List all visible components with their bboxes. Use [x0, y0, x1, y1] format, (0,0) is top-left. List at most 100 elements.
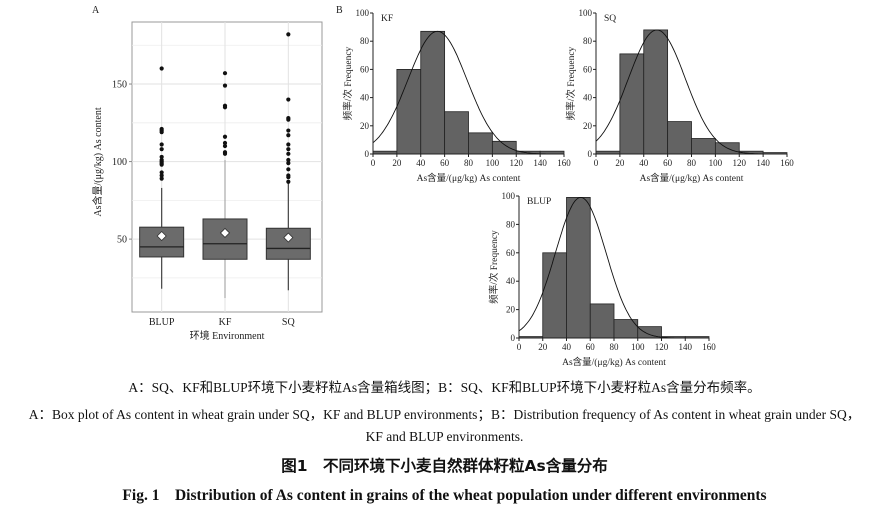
y-axis-label: 频率/次 Frequency	[488, 230, 500, 304]
y-tick-label: 100	[579, 8, 593, 18]
histogram-bar	[589, 303, 615, 339]
y-tick-label: 20	[360, 121, 370, 131]
x-tick-label: 120	[655, 342, 669, 352]
histogram-bar	[491, 140, 517, 155]
x-tick-label: 100	[709, 158, 723, 168]
caption-line-en-cont: KF and BLUP environments.	[365, 429, 524, 444]
y-tick-label: 0	[365, 149, 370, 159]
x-tick-label: 40	[416, 158, 426, 168]
y-tick-label: 20	[583, 121, 593, 131]
outlier-point	[159, 147, 164, 152]
outlier-point	[222, 83, 228, 88]
y-tick-label: 60	[583, 64, 593, 74]
box-kf	[202, 218, 248, 260]
x-tick-label: 40	[639, 158, 649, 168]
outlier-point	[159, 162, 164, 167]
x-tick-label: 20	[615, 158, 625, 168]
x-tick-label: 120	[733, 158, 747, 168]
x-tick-label: 140	[756, 158, 770, 168]
outlier-point	[159, 170, 164, 175]
outlier-point	[286, 133, 291, 138]
outlier-point	[222, 71, 228, 76]
y-tick-label: 60	[360, 64, 370, 74]
histogram-bar	[667, 121, 692, 155]
outlier-point	[159, 142, 164, 147]
y-axis-label: As含量/(μg/kg) As content	[91, 107, 104, 216]
y-axis-label: 频率/次 Frequency	[565, 46, 577, 120]
histogram-bar	[542, 252, 567, 339]
histogram-sq: 0 20 40 60 80 100 0 20 40 60 80 100 120 140 160 SQ As含量/…	[565, 8, 794, 184]
mean-marker	[283, 232, 294, 243]
x-tick-label: 140	[533, 158, 547, 168]
x-tick-label: 140	[679, 342, 693, 352]
outlier-point	[159, 66, 164, 71]
mean-marker	[219, 227, 231, 238]
histogram-bar	[566, 197, 591, 339]
x-tick-label: 160	[557, 158, 571, 168]
x-tick-label: 0	[594, 158, 599, 168]
figure-title-en: Fig. 1 Distribution of As content in gra…	[122, 487, 767, 504]
y-tick-label: 50	[117, 235, 127, 246]
outlier-point	[286, 142, 291, 147]
y-tick-label: 0	[511, 333, 516, 343]
x-axis-label: As含量/(μg/kg) As content	[640, 172, 744, 184]
caption-line-en: A：Box plot of As content in wheat grain …	[28, 407, 861, 422]
y-tick-label: 80	[360, 36, 370, 46]
outlier-point	[222, 151, 228, 156]
outlier-point	[159, 173, 164, 178]
x-tick-label: 120	[510, 158, 524, 168]
outlier-point	[286, 97, 291, 102]
box-plot-panel: 50 100 150 BLUP KF SQ 环境 Environment As含量/(μg/k…	[91, 21, 323, 342]
y-tick-label: 100	[356, 8, 370, 18]
histogram-title: KF	[381, 14, 393, 24]
y-tick-label: 100	[112, 157, 127, 168]
panel-label-a: A	[92, 5, 100, 16]
y-tick-label: 40	[583, 93, 593, 103]
outlier-point	[286, 117, 291, 122]
histogram-bar	[468, 132, 493, 155]
y-tick-label: 0	[588, 149, 593, 159]
panel-label-b: B	[336, 5, 343, 16]
x-tick-label: SQ	[282, 317, 296, 328]
plot-area	[131, 21, 323, 313]
outlier-point	[286, 167, 291, 172]
histogram-bar	[691, 138, 716, 155]
x-tick-label: 60	[440, 158, 450, 168]
outlier-point	[286, 147, 291, 152]
histogram-bar	[643, 29, 669, 155]
histogram-blup: 0 20 40 60 80 100 0 20 40 60 80 100 120 140 160 BLUP As含…	[488, 191, 716, 368]
x-tick-label: 60	[586, 342, 596, 352]
outlier-point	[222, 134, 228, 139]
x-tick-label: 100	[486, 158, 500, 168]
histogram-bar	[396, 69, 422, 155]
x-tick-label: 40	[562, 342, 572, 352]
x-tick-label: 100	[631, 342, 645, 352]
y-tick-label: 80	[506, 219, 516, 229]
outlier-point	[286, 161, 291, 166]
outlier-point	[286, 151, 291, 156]
x-tick-label: KF	[219, 317, 232, 328]
outlier-point	[286, 174, 291, 180]
x-tick-label: BLUP	[149, 317, 175, 328]
histogram-title: SQ	[604, 14, 616, 24]
x-tick-label: 60	[663, 158, 673, 168]
outlier-point	[222, 143, 228, 149]
y-tick-label: 150	[112, 80, 127, 91]
x-tick-label: 80	[464, 158, 474, 168]
figure-canvas: A B 50 100 150 BLUP KF SQ 环境 Environment As含量/(…	[91, 5, 794, 368]
outlier-point	[222, 105, 228, 110]
outlier-point	[286, 32, 291, 37]
histogram-bar	[444, 111, 469, 155]
y-tick-label: 100	[502, 191, 516, 201]
y-tick-label: 40	[360, 93, 370, 103]
mean-marker	[156, 230, 167, 242]
x-axis-label: As含量/(μg/kg) As content	[417, 172, 521, 184]
x-tick-label: 160	[780, 158, 794, 168]
y-tick-label: 80	[583, 36, 593, 46]
outlier-point	[286, 128, 291, 133]
y-tick-label: 60	[506, 248, 516, 258]
outlier-point	[222, 140, 228, 146]
y-tick-label: 40	[506, 276, 516, 286]
outlier-point	[159, 130, 164, 135]
x-tick-label: 160	[702, 342, 716, 352]
